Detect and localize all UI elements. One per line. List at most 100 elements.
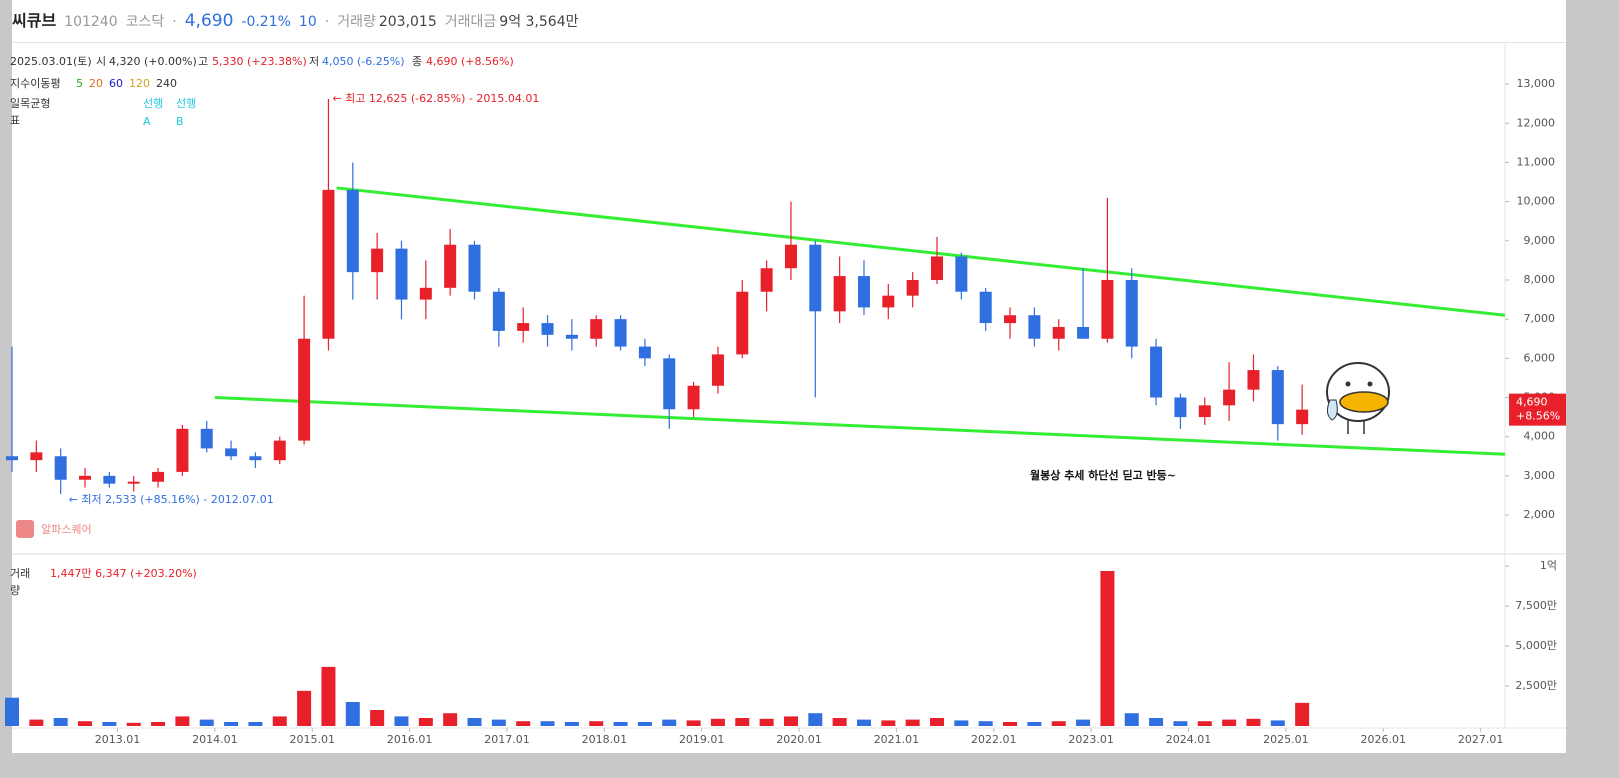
- candle-body: [1223, 389, 1236, 406]
- candle-body: [784, 244, 797, 269]
- volume-bar: [735, 718, 750, 726]
- volume-bar: [881, 720, 896, 726]
- candle-body: [882, 295, 895, 308]
- watermark: 알파스퀘어: [16, 520, 92, 538]
- y-tick-label: 4,000: [1524, 430, 1556, 443]
- y-tick-label: 13,000: [1517, 77, 1556, 90]
- y-tick-label: 2,000: [1524, 508, 1556, 521]
- x-tick-label: 2024.01: [1166, 733, 1212, 746]
- volume-bar: [418, 718, 433, 726]
- low-label: 저: [309, 55, 319, 68]
- volume-bar: [297, 690, 312, 726]
- candle-body: [809, 244, 822, 312]
- candle-body: [979, 291, 992, 324]
- candle-body: [590, 319, 603, 339]
- x-tick-label: 2025.01: [1263, 733, 1309, 746]
- volume-bar: [613, 722, 628, 726]
- candle-body: [273, 440, 286, 461]
- candle-body: [6, 456, 18, 461]
- volume-bar: [832, 718, 847, 726]
- candle-body: [736, 291, 749, 355]
- volume-bar: [540, 721, 555, 726]
- candle-body: [1101, 279, 1114, 339]
- duck-icon: [1326, 362, 1390, 434]
- ma-period: 120: [129, 77, 150, 90]
- close-label: 종: [412, 55, 422, 68]
- y-tick-label: 7,000: [1524, 312, 1556, 325]
- candle-body: [103, 475, 116, 484]
- volume-bar: [589, 721, 604, 726]
- open-label: 시: [96, 55, 106, 68]
- volume-bar: [1076, 719, 1091, 726]
- candle-body: [1125, 279, 1138, 347]
- ma-label: 지수이동평: [10, 77, 61, 90]
- volume-bar: [151, 722, 166, 726]
- candle-body: [176, 428, 189, 472]
- volume-bar: [759, 718, 774, 726]
- candle-body: [419, 287, 432, 300]
- header: 씨큐브 101240 코스닥 · 4,690 -0.21% 10 · 거래량 203,015 거래대…: [12, 0, 1566, 43]
- candle-body: [30, 452, 43, 461]
- trendline: [336, 186, 1506, 317]
- candle-body: [541, 323, 554, 335]
- candle-body: [711, 354, 724, 386]
- volume-bar: [199, 719, 214, 726]
- volume-tick-label: 7,500만: [1515, 599, 1557, 612]
- change: -0.21%: [241, 14, 291, 30]
- candle-body: [1150, 346, 1163, 398]
- y-tick-label: 12,000: [1517, 116, 1556, 129]
- volume-bar: [978, 721, 993, 726]
- volume-label: 거래량: [337, 14, 376, 30]
- volume-bar: [5, 697, 19, 726]
- candle-body: [857, 276, 870, 308]
- candle-body: [371, 248, 384, 273]
- ichimoku-label: 표: [10, 114, 20, 127]
- candle-body: [200, 428, 213, 449]
- volume-bar: [1027, 722, 1042, 726]
- volume-bar: [467, 718, 482, 726]
- x-tick-label: 2027.01: [1458, 733, 1504, 746]
- candle-body: [565, 334, 578, 339]
- x-tick-label: 2018.01: [582, 733, 628, 746]
- candle-body: [1174, 397, 1187, 418]
- volume-label: 거래: [10, 567, 30, 580]
- volume-bar: [102, 722, 117, 726]
- volume-bar: [443, 713, 458, 726]
- candle-body: [152, 471, 165, 482]
- candle-body: [322, 189, 335, 339]
- close: 4,690 (+8.56%): [426, 55, 514, 68]
- volume-info: 1,447만 6,347 (+203.20%): [50, 567, 197, 580]
- price-tag-price: 4,690: [1516, 396, 1548, 409]
- ohlc-info: 2025.03.01(토) 시 4,320 (+0.00%) 고 5,330 (…: [10, 55, 514, 128]
- volume-bar: [856, 719, 871, 726]
- x-tick-label: 2015.01: [289, 733, 335, 746]
- candle-body: [614, 319, 627, 347]
- candle-body: [395, 248, 408, 300]
- x-tick-label: 2021.01: [874, 733, 920, 746]
- y-tick-label: 8,000: [1524, 273, 1556, 286]
- candle-body: [127, 481, 140, 484]
- x-tick-label: 2017.01: [484, 733, 530, 746]
- x-tick-label: 2023.01: [1068, 733, 1114, 746]
- candle-body: [492, 291, 505, 331]
- x-tick-label: 2020.01: [776, 733, 822, 746]
- span-label: 선행: [176, 97, 196, 110]
- ma-period: 5: [76, 77, 83, 90]
- candle-body: [760, 268, 773, 292]
- volume: 203,015: [378, 14, 437, 30]
- stock-name[interactable]: 씨큐브: [12, 11, 57, 30]
- x-tick-label: 2014.01: [192, 733, 238, 746]
- market: 코스닥: [125, 14, 165, 30]
- ma-period: 20: [89, 77, 103, 90]
- volume-label: 량: [10, 584, 20, 597]
- volume-bar: [1173, 721, 1188, 726]
- volume-bar: [564, 722, 579, 726]
- trendline: [214, 395, 1506, 456]
- volume-bar: [224, 722, 239, 726]
- candle-body: [517, 323, 530, 331]
- x-tick-label: 2022.01: [971, 733, 1017, 746]
- volume-bar: [1246, 718, 1261, 726]
- candle-body: [955, 256, 968, 292]
- candle-body: [1296, 409, 1309, 425]
- volume-bar: [662, 719, 677, 726]
